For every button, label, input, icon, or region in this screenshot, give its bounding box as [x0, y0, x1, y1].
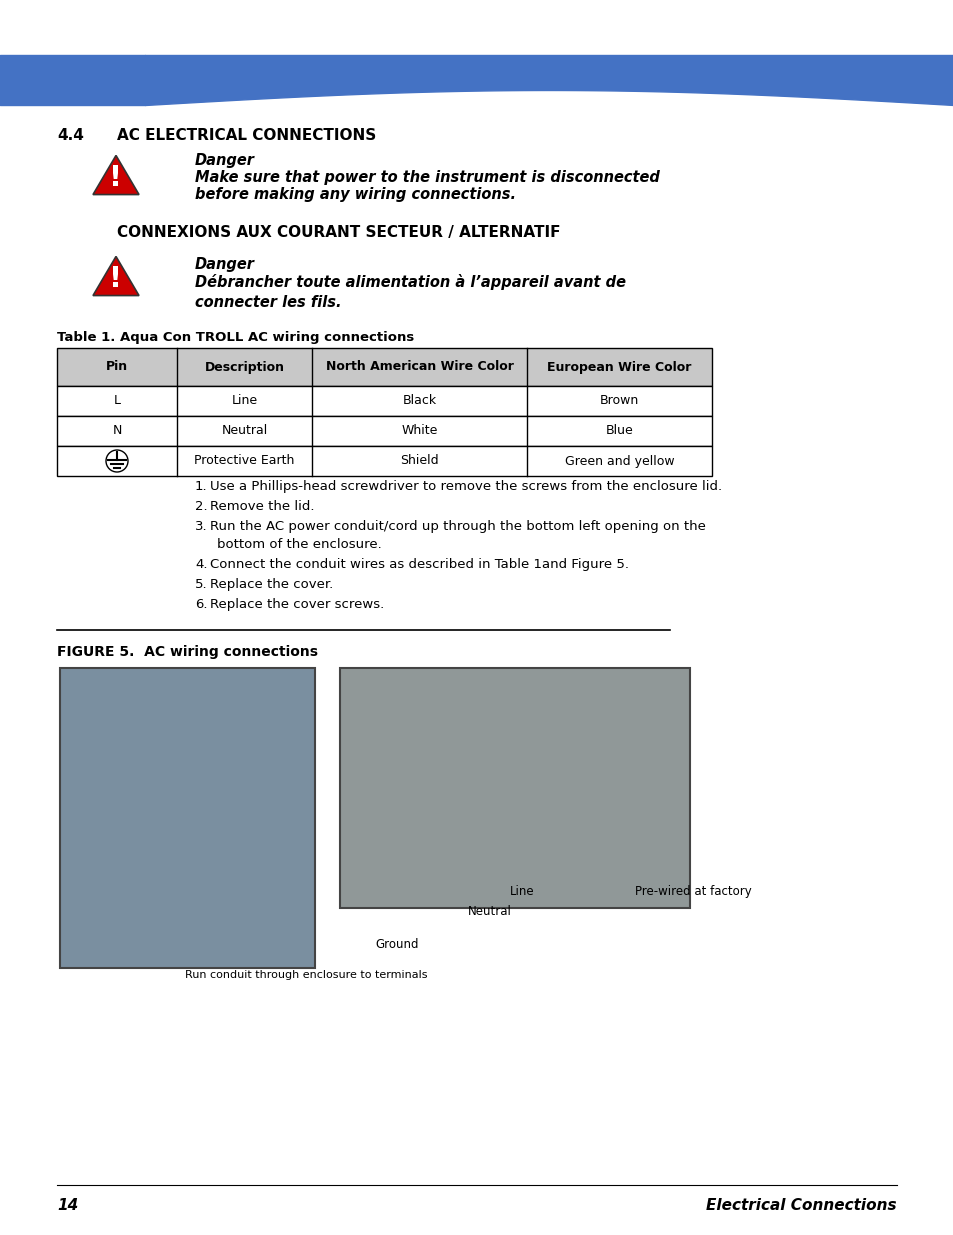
Text: !: !	[110, 264, 122, 293]
Text: Run the AC power conduit/cord up through the bottom left opening on the: Run the AC power conduit/cord up through…	[210, 520, 705, 534]
Text: Replace the cover screws.: Replace the cover screws.	[210, 598, 384, 611]
Text: Neutral: Neutral	[221, 425, 268, 437]
Text: 4.4: 4.4	[57, 128, 84, 143]
FancyBboxPatch shape	[57, 416, 711, 446]
Text: N: N	[112, 425, 122, 437]
FancyBboxPatch shape	[60, 668, 314, 968]
Text: 1.: 1.	[194, 480, 208, 493]
Text: AC ELECTRICAL CONNECTIONS: AC ELECTRICAL CONNECTIONS	[117, 128, 375, 143]
Text: Shield: Shield	[399, 454, 438, 468]
FancyBboxPatch shape	[57, 387, 711, 416]
Text: Blue: Blue	[605, 425, 633, 437]
Text: before making any wiring connections.: before making any wiring connections.	[194, 186, 516, 203]
Text: CONNEXIONS AUX COURANT SECTEUR / ALTERNATIF: CONNEXIONS AUX COURANT SECTEUR / ALTERNA…	[117, 225, 560, 240]
Text: 6.: 6.	[194, 598, 208, 611]
Text: Pre-wired at factory: Pre-wired at factory	[635, 885, 751, 898]
Text: Black: Black	[402, 394, 436, 408]
Text: FIGURE 5.  AC wiring connections: FIGURE 5. AC wiring connections	[57, 645, 317, 659]
Text: European Wire Color: European Wire Color	[547, 361, 691, 373]
Text: Brown: Brown	[599, 394, 639, 408]
Text: Ground: Ground	[375, 939, 418, 951]
FancyBboxPatch shape	[57, 446, 711, 475]
Text: Connect the conduit wires as described in Table 1and Figure 5.: Connect the conduit wires as described i…	[210, 558, 628, 571]
Text: Line: Line	[232, 394, 257, 408]
Text: Remove the lid.: Remove the lid.	[210, 500, 314, 513]
Text: Electrical Connections: Electrical Connections	[705, 1198, 896, 1213]
Text: Danger: Danger	[194, 153, 254, 168]
Text: Line: Line	[510, 885, 534, 898]
FancyBboxPatch shape	[57, 348, 711, 387]
Text: Danger: Danger	[194, 257, 254, 272]
Text: North American Wire Color: North American Wire Color	[325, 361, 513, 373]
Text: Use a Phillips-head screwdriver to remove the screws from the enclosure lid.: Use a Phillips-head screwdriver to remov…	[210, 480, 721, 493]
Text: bottom of the enclosure.: bottom of the enclosure.	[216, 538, 381, 551]
FancyBboxPatch shape	[339, 668, 689, 908]
Text: 5.: 5.	[194, 578, 208, 592]
Text: Débrancher toute alimentation à l’appareil avant de: Débrancher toute alimentation à l’appare…	[194, 274, 625, 290]
Text: Run conduit through enclosure to terminals: Run conduit through enclosure to termina…	[185, 969, 427, 981]
Text: Green and yellow: Green and yellow	[564, 454, 674, 468]
Text: Protective Earth: Protective Earth	[194, 454, 294, 468]
Text: Make sure that power to the instrument is disconnected: Make sure that power to the instrument i…	[194, 170, 659, 185]
Text: Pin: Pin	[106, 361, 128, 373]
Text: Neutral: Neutral	[468, 905, 512, 918]
Text: L: L	[113, 394, 120, 408]
Text: White: White	[401, 425, 437, 437]
Text: 14: 14	[57, 1198, 78, 1213]
Text: 3.: 3.	[194, 520, 208, 534]
Text: Replace the cover.: Replace the cover.	[210, 578, 333, 592]
Text: 4.: 4.	[194, 558, 208, 571]
Text: 2.: 2.	[194, 500, 208, 513]
Polygon shape	[92, 156, 139, 195]
Text: Description: Description	[204, 361, 284, 373]
Polygon shape	[92, 257, 139, 295]
Text: connecter les fils.: connecter les fils.	[194, 295, 341, 310]
Text: Table 1. Aqua Con TROLL AC wiring connections: Table 1. Aqua Con TROLL AC wiring connec…	[57, 331, 414, 345]
Text: !: !	[110, 164, 122, 191]
